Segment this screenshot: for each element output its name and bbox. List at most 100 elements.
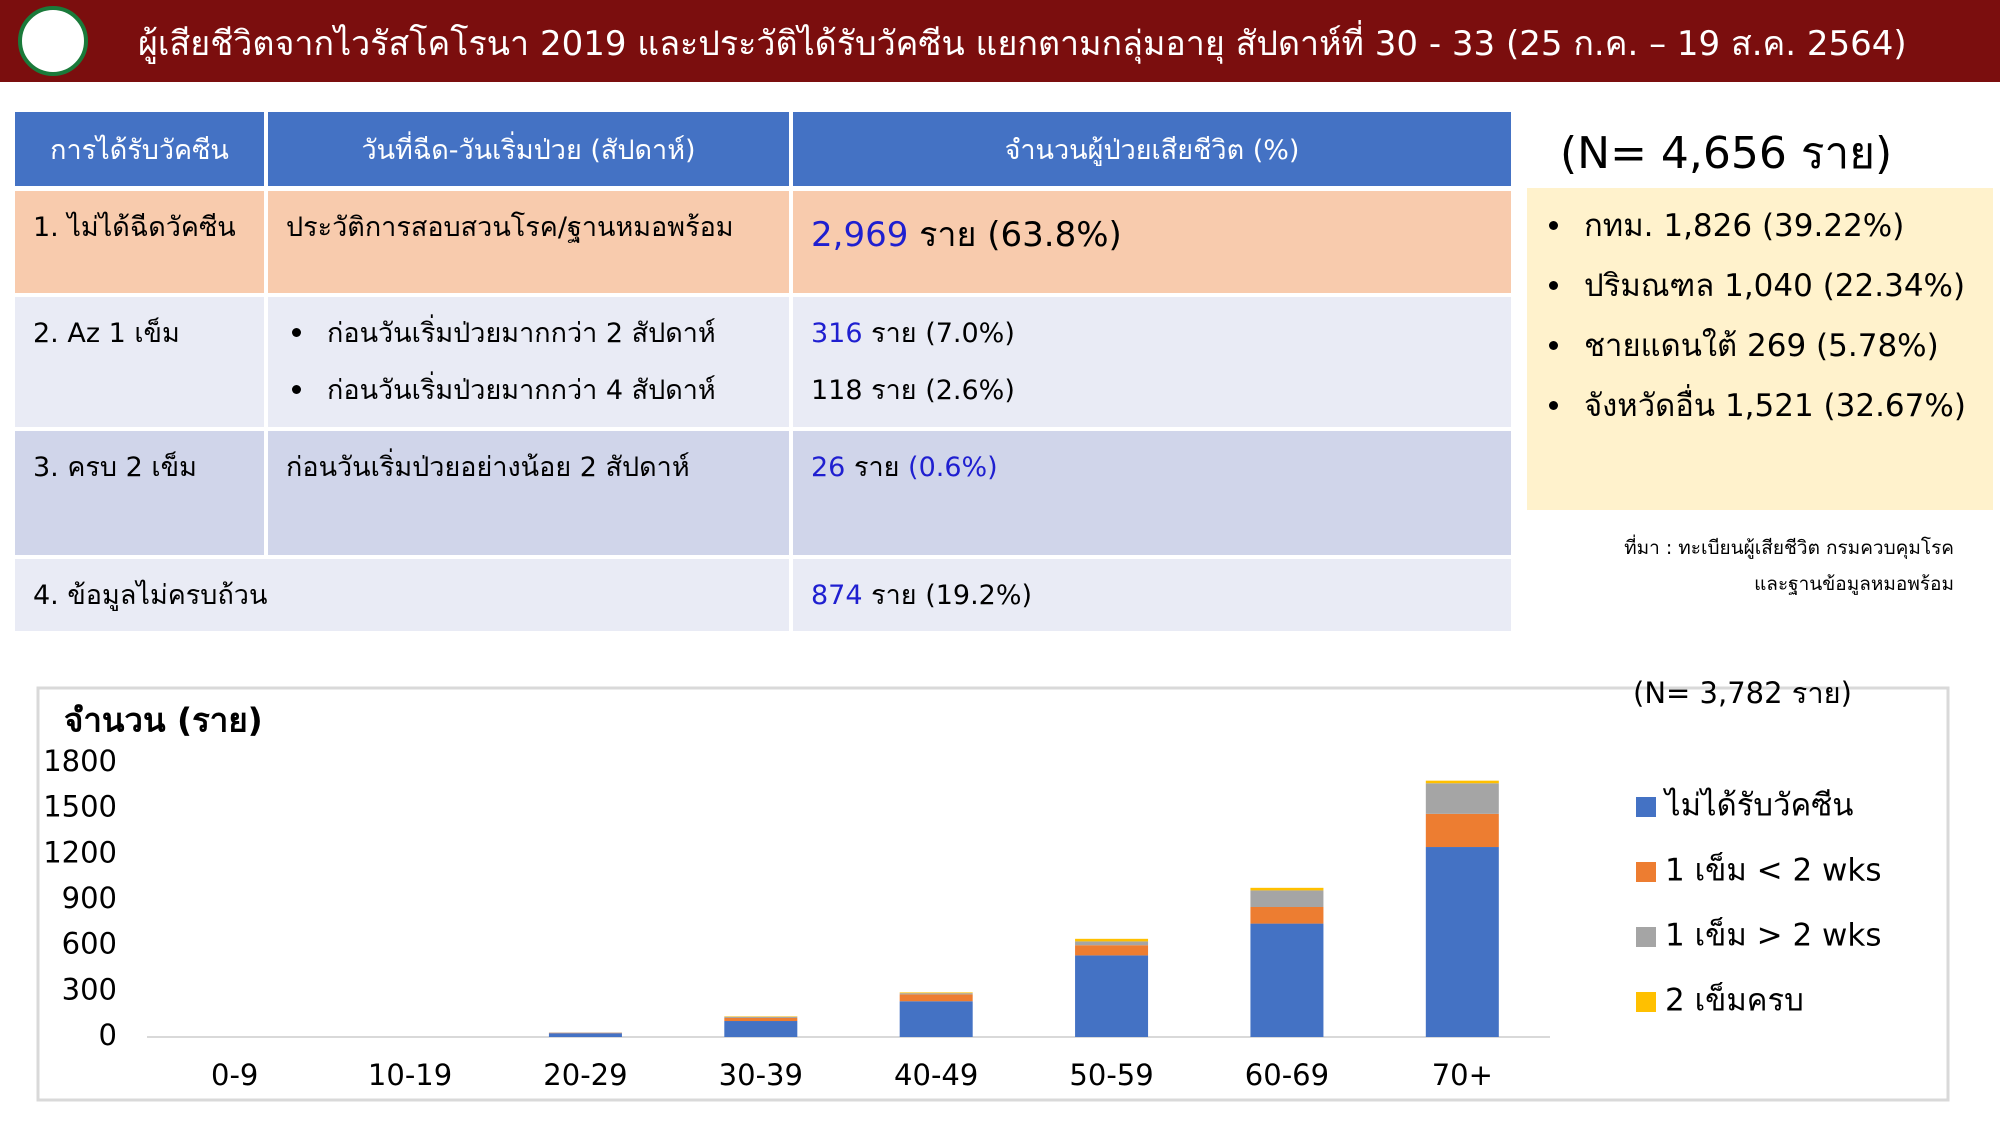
cell-deaths: 874 ราย (19.2%)	[793, 559, 1511, 631]
y-tick-label: 1500	[43, 790, 117, 824]
deaths-line: 874 ราย (19.2%)	[811, 573, 1493, 616]
bullet	[1549, 341, 1558, 350]
cell-group: 3. ครบ 2 เข็ม	[15, 431, 264, 555]
interval-text: ประวัติการสอบสวนโรค/ฐานหมอพร้อม	[286, 212, 734, 243]
summary-total: (N= 4,656 ราย)	[1560, 128, 1893, 179]
source-line: ที่มา : ทะเบียนผู้เสียชีวิต กรมควบคุมโรค	[1624, 537, 1954, 559]
chart-frame	[36, 686, 1950, 1102]
deaths-line: 316 ราย (7.0%)	[811, 311, 1493, 354]
bullet	[1549, 401, 1558, 410]
cell-group: 4. ข้อมูลไม่ครบถ้วน	[15, 559, 789, 631]
interval-text: ก่อนวันเริ่มป่วยอย่างน้อย 2 สัปดาห์	[286, 452, 690, 483]
x-tick-label: 60-69	[1245, 1058, 1329, 1092]
death-count: 118	[811, 375, 863, 406]
legend-label: 1 เข็ม < 2 wks	[1665, 852, 1882, 889]
bar-segment	[1250, 890, 1324, 908]
y-tick-label: 900	[62, 881, 117, 915]
bar-segment	[899, 992, 973, 994]
summary-text: กทม. 1,826 (39.22%)	[1584, 208, 1905, 244]
death-rest: ราย (63.8%)	[919, 215, 1122, 255]
deaths-line: 2,969 ราย (63.8%)	[811, 207, 1493, 261]
legend-label: 2 เข็มครบ	[1665, 982, 1804, 1019]
y-axis-title: จำนวน (ราย)	[64, 701, 263, 740]
bullet-item: ก่อนวันเริ่มป่วยมากกว่า 2 สัปดาห์	[292, 311, 771, 354]
summary-item: ชายแดนใต้ 269 (5.78%)	[1549, 316, 1973, 376]
summary-text: จังหวัดอื่น 1,521 (32.67%)	[1584, 388, 1966, 424]
death-rest: ราย (2.6%)	[871, 375, 1015, 406]
summary-item: ปริมณฑล 1,040 (22.34%)	[1549, 256, 1973, 316]
legend-swatch	[1636, 927, 1656, 947]
interval-text: ก่อนวันเริ่มป่วยมากกว่า 2 สัปดาห์	[327, 318, 716, 349]
legend-swatch	[1636, 797, 1656, 817]
bar-segment	[1250, 907, 1324, 924]
summary-item: จังหวัดอื่น 1,521 (32.67%)	[1549, 376, 1973, 436]
title: ผู้เสียชีวิตจากไวรัสโคโรนา 2019 และประวั…	[138, 24, 1907, 64]
bar-segment	[724, 1017, 798, 1022]
y-tick-label: 1800	[43, 744, 117, 778]
cell-group: 1. ไม่ได้ฉีดวัคซีน	[15, 191, 264, 293]
header-bar	[0, 0, 2000, 82]
bar-segment	[1250, 887, 1324, 891]
summary-item: กทม. 1,826 (39.22%)	[1549, 196, 1973, 256]
cell-deaths: 2,969 ราย (63.8%)	[793, 191, 1511, 293]
x-tick-label: 50-59	[1069, 1058, 1153, 1092]
death-pct: (0.6%)	[908, 452, 998, 483]
bullet	[1549, 281, 1558, 290]
death-rest: ราย (7.0%)	[871, 318, 1015, 349]
bar-segment	[1425, 847, 1499, 1037]
cell-deaths: 26 ราย (0.6%)	[793, 431, 1511, 555]
summary-box: กทม. 1,826 (39.22%) ปริมณฑล 1,040 (22.34%…	[1527, 188, 1993, 510]
table-header: วันที่ฉีด-วันเริ่มป่วย (สัปดาห์)	[268, 112, 789, 186]
cell-group: 2. Az 1 เข็ม	[15, 297, 264, 427]
bullet	[1549, 221, 1558, 230]
x-tick-label: 20-29	[543, 1058, 627, 1092]
death-count: 26	[811, 452, 846, 483]
x-tick-label: 30-39	[719, 1058, 803, 1092]
death-rest: ราย (19.2%)	[871, 580, 1033, 611]
logo	[18, 6, 88, 76]
y-tick-label: 600	[62, 927, 117, 961]
summary-text: ชายแดนใต้ 269 (5.78%)	[1584, 328, 1939, 364]
bar-segment	[1075, 941, 1149, 946]
cell-interval: ก่อนวันเริ่มป่วยมากกว่า 2 สัปดาห์ก่อนวัน…	[268, 297, 789, 427]
chart-note: (N= 3,782 ราย)	[1633, 676, 1852, 710]
legend-swatch	[1636, 862, 1656, 882]
bar-segment	[1075, 938, 1149, 942]
bullet	[292, 385, 301, 394]
source-line: และฐานข้อมูลหมอพร้อม	[1754, 573, 1954, 595]
bullet	[292, 328, 301, 337]
bar-segment	[724, 1016, 798, 1018]
bar-segment	[1425, 783, 1499, 814]
y-tick-label: 0	[99, 1018, 117, 1052]
cell-interval: ก่อนวันเริ่มป่วยอย่างน้อย 2 สัปดาห์	[268, 431, 789, 555]
bar-segment	[1425, 813, 1499, 848]
bar-segment	[899, 993, 973, 995]
bar-segment	[899, 994, 973, 1002]
source: ที่มา : ทะเบียนผู้เสียชีวิต กรมควบคุมโรค…	[1624, 530, 1954, 602]
bar-segment	[1250, 923, 1324, 1037]
x-tick-label: 70+	[1432, 1058, 1493, 1092]
death-count: 316	[811, 318, 863, 349]
x-tick-label: 0-9	[211, 1058, 258, 1092]
cell-interval: ประวัติการสอบสวนโรค/ฐานหมอพร้อม	[268, 191, 789, 293]
bar-segment	[1425, 780, 1499, 784]
table-header: การได้รับวัคซีน	[15, 112, 264, 186]
bar-segment	[724, 1021, 798, 1037]
bullet-item: ก่อนวันเริ่มป่วยมากกว่า 4 สัปดาห์	[292, 368, 771, 411]
deaths-line: 118 ราย (2.6%)	[811, 368, 1493, 411]
bar-segment	[548, 1033, 622, 1037]
death-count: 2,969	[811, 215, 909, 255]
death-count: 874	[811, 580, 863, 611]
bar-segment	[899, 1001, 973, 1037]
table-header: จำนวนผู้ป่วยเสียชีวิต (%)	[793, 112, 1511, 186]
legend-swatch	[1636, 992, 1656, 1012]
bar-segment	[1075, 955, 1149, 1037]
x-tick-label: 40-49	[894, 1058, 978, 1092]
bar-segment	[1075, 945, 1149, 956]
y-tick-label: 1200	[43, 835, 117, 869]
x-tick-label: 10-19	[368, 1058, 452, 1092]
death-rest: ราย	[853, 452, 900, 483]
interval-text: ก่อนวันเริ่มป่วยมากกว่า 4 สัปดาห์	[327, 375, 716, 406]
